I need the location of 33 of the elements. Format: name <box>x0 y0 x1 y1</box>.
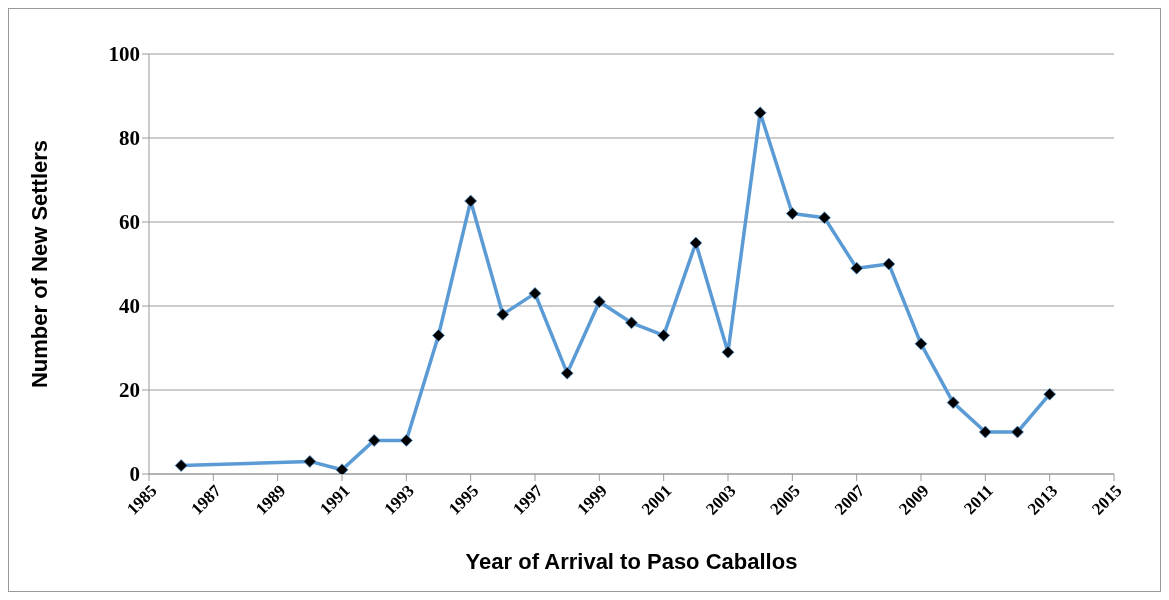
y-tick-label: 20 <box>119 378 140 403</box>
point <box>1043 387 1057 401</box>
point <box>785 207 799 220</box>
point <box>1011 425 1024 439</box>
y-tick-label: 100 <box>108 42 140 67</box>
point <box>753 106 767 120</box>
y-axis-title: Number of New Settlers <box>26 139 52 389</box>
point <box>914 337 928 351</box>
point <box>528 287 542 300</box>
point <box>174 459 188 472</box>
y-tick-label: 0 <box>129 462 140 487</box>
point <box>818 211 831 225</box>
point <box>592 295 606 309</box>
point <box>882 257 896 271</box>
y-tick-label: 60 <box>119 210 140 235</box>
point <box>303 455 317 468</box>
point <box>335 463 349 474</box>
point <box>946 396 960 409</box>
point <box>978 425 992 439</box>
y-tick-label: 80 <box>119 126 140 151</box>
point <box>721 345 735 359</box>
point <box>657 329 671 342</box>
point <box>625 316 638 330</box>
point <box>399 434 413 447</box>
point <box>689 236 703 250</box>
point <box>432 329 445 342</box>
point <box>464 194 478 208</box>
point <box>560 366 574 380</box>
point <box>367 434 381 447</box>
point <box>850 261 864 275</box>
x-axis-title: Year of Arrival to Paso Caballos <box>465 549 798 574</box>
y-tick-label: 40 <box>119 294 140 319</box>
point <box>496 308 510 321</box>
